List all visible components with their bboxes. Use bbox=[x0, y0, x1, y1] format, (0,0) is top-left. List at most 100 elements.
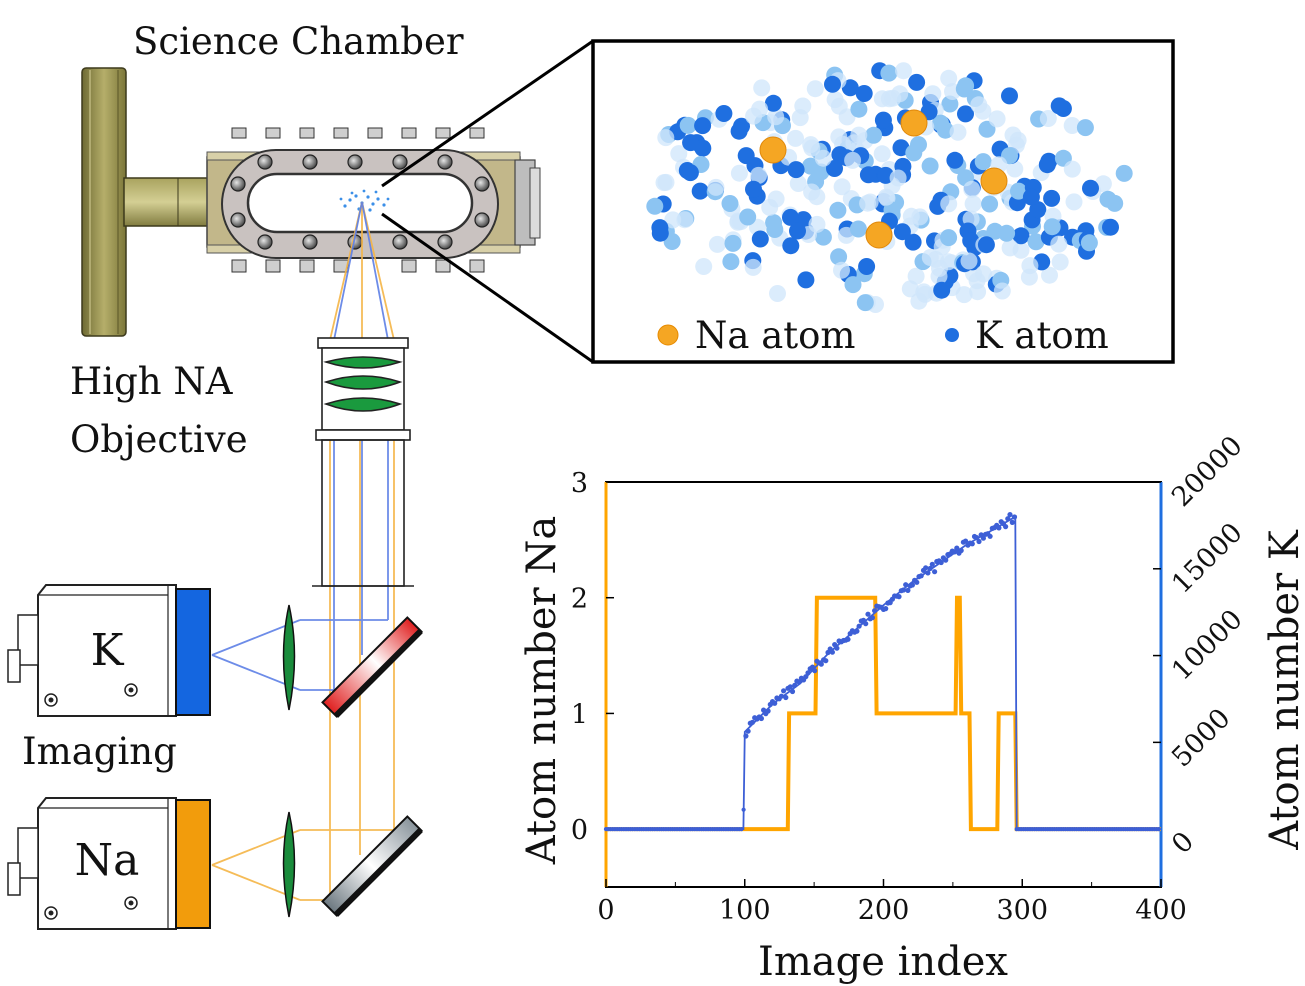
k-atom bbox=[707, 178, 725, 196]
x-tick-label: 200 bbox=[858, 895, 910, 926]
k-atom bbox=[691, 182, 709, 200]
k-atom bbox=[1050, 97, 1068, 115]
k-data-point bbox=[758, 715, 765, 722]
k-atom bbox=[797, 271, 815, 289]
k-atom bbox=[904, 233, 922, 251]
k-atom bbox=[933, 281, 951, 299]
k-atom bbox=[1001, 87, 1018, 105]
k-atom bbox=[814, 149, 832, 167]
k-atom bbox=[1022, 188, 1040, 206]
k-atom bbox=[682, 134, 700, 152]
k-data-point bbox=[803, 674, 809, 680]
x-tick-label: 100 bbox=[719, 895, 771, 926]
objective-label-line1: High NA bbox=[70, 360, 233, 403]
k-atom bbox=[993, 282, 1011, 300]
k-atom bbox=[803, 183, 821, 201]
k-atom bbox=[787, 161, 805, 179]
k-atom bbox=[1115, 164, 1133, 182]
k-atom bbox=[957, 105, 974, 123]
k-atom bbox=[1080, 234, 1098, 252]
k-atom bbox=[910, 292, 928, 310]
k-data-point bbox=[900, 587, 907, 593]
k-atom bbox=[940, 229, 958, 247]
k-data-point bbox=[954, 545, 960, 551]
k-atom bbox=[841, 79, 859, 97]
k-atom bbox=[921, 249, 939, 266]
k-data-point bbox=[772, 700, 778, 706]
y-right-tick-label: 0 bbox=[1166, 826, 1200, 860]
k-atom bbox=[826, 91, 844, 109]
k-atom bbox=[1010, 182, 1027, 200]
k-data-point bbox=[896, 594, 902, 600]
x-tick-label: 0 bbox=[597, 895, 614, 926]
k-atom bbox=[1102, 218, 1119, 236]
k-data-point bbox=[869, 615, 876, 621]
k-atom bbox=[1076, 119, 1094, 137]
k-atom bbox=[730, 122, 748, 140]
k-data-point bbox=[943, 557, 949, 563]
k-atom bbox=[921, 157, 939, 175]
k-atom bbox=[859, 194, 877, 212]
x-tick-label: 300 bbox=[996, 895, 1048, 926]
k-data-point bbox=[789, 688, 796, 695]
k-atom bbox=[1006, 160, 1024, 178]
k-data-point bbox=[783, 694, 789, 701]
k-data-point bbox=[872, 608, 878, 614]
k-data-point bbox=[765, 708, 771, 714]
k-atom bbox=[1041, 266, 1058, 284]
k-atom bbox=[664, 211, 682, 229]
k-atom bbox=[1009, 131, 1027, 149]
na-imaging-lens bbox=[282, 811, 296, 918]
k-atom bbox=[858, 258, 876, 275]
k-atom bbox=[789, 175, 807, 192]
y-axis-left-label: Atom number Na bbox=[519, 516, 565, 865]
light-beams bbox=[211, 201, 395, 901]
inset-atoms bbox=[646, 62, 1133, 313]
k-data-point bbox=[951, 549, 958, 555]
k-atom bbox=[833, 178, 851, 196]
k-data-point bbox=[974, 535, 980, 541]
k-data-point bbox=[883, 606, 889, 612]
k-atom bbox=[893, 223, 911, 241]
science-chamber-label: Science Chamber bbox=[133, 20, 464, 63]
k-atom bbox=[1029, 201, 1047, 219]
k-atom bbox=[889, 169, 907, 187]
k-data-point bbox=[929, 561, 935, 567]
k-atom bbox=[865, 126, 883, 144]
k-atom bbox=[751, 100, 769, 118]
k-legend-marker bbox=[945, 328, 959, 342]
imaging-label: Imaging bbox=[22, 730, 177, 773]
k-atom bbox=[963, 180, 981, 198]
k-atom bbox=[791, 109, 809, 127]
k-atom bbox=[694, 117, 712, 135]
k-atom bbox=[907, 267, 925, 285]
k-atom bbox=[655, 174, 673, 192]
k-data-point bbox=[1009, 519, 1015, 526]
k-data-point bbox=[969, 541, 975, 547]
k-data-point bbox=[812, 668, 818, 674]
k-atom bbox=[955, 286, 973, 304]
k-atom bbox=[924, 85, 942, 103]
k-atom bbox=[1082, 179, 1099, 197]
k-atom bbox=[850, 126, 868, 144]
k-atom bbox=[946, 151, 964, 169]
k-data-point bbox=[739, 827, 744, 832]
k-atom bbox=[1039, 110, 1057, 127]
k-atom bbox=[670, 145, 688, 163]
k-atom bbox=[949, 123, 967, 141]
k-data-point bbox=[863, 621, 869, 627]
k-atom bbox=[964, 195, 982, 213]
k-data-point bbox=[932, 569, 938, 575]
k-atom bbox=[856, 294, 874, 312]
k-atom bbox=[782, 208, 799, 226]
k-atom bbox=[859, 166, 877, 184]
k-data-point bbox=[1005, 516, 1011, 522]
k-atom bbox=[844, 151, 862, 169]
k-atom bbox=[877, 188, 895, 206]
objective-lens bbox=[312, 337, 414, 587]
na-atom bbox=[980, 167, 1008, 195]
k-atom bbox=[940, 69, 958, 87]
k-atom bbox=[663, 233, 681, 250]
